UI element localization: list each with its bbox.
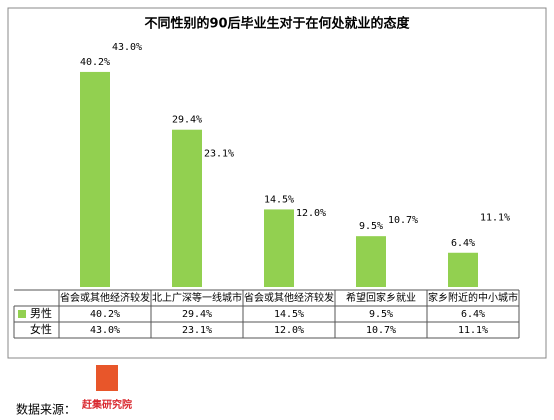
legend-label: 女性 [30,322,52,336]
table-value: 11.1% [458,325,488,336]
value-label: 40.2% [80,57,110,68]
table-value: 10.7% [366,325,396,336]
bar [296,222,326,287]
table-value: 29.4% [182,309,212,320]
category-label: 省会或其他经济较发 [244,291,334,304]
bar [264,209,294,287]
bar [112,56,142,288]
legend-swatch [18,310,26,318]
bar [172,129,202,287]
table-value: 9.5% [369,309,393,320]
value-label: 12.0% [296,208,326,219]
value-label: 43.0% [112,42,142,53]
table-value: 6.4% [461,309,485,320]
chart-title: 不同性别的90后毕业生对于在何处就业的态度 [144,16,410,32]
bar [80,71,110,288]
legend-label: 男性 [30,306,52,320]
value-label: 29.4% [172,115,202,126]
bar [356,236,386,287]
table-value: 14.5% [274,309,304,320]
value-label: 23.1% [204,148,234,159]
value-label: 14.5% [264,194,294,205]
value-label: 10.7% [388,215,418,226]
category-label: 北上广深等一线城市 [152,291,242,304]
legend-swatch [18,326,26,334]
value-label: 6.4% [451,238,475,249]
table-value: 40.2% [90,309,120,320]
category-label: 家乡附近的中小城市 [428,291,518,304]
bar [204,163,234,287]
source-label: 数据来源： [16,402,76,417]
category-label: 省会或其他经济较发 [60,291,150,304]
table-value: 12.0% [274,325,304,336]
category-label: 希望回家乡就业 [346,291,416,304]
bar [388,229,418,287]
logo-text: 赶集研究院 [81,398,132,411]
value-label: 11.1% [480,213,510,224]
table-value: 23.1% [182,325,212,336]
value-label: 9.5% [359,221,383,232]
table-value: 43.0% [90,325,120,336]
bar [448,252,478,287]
logo-icon [96,365,118,391]
bar [480,227,510,287]
